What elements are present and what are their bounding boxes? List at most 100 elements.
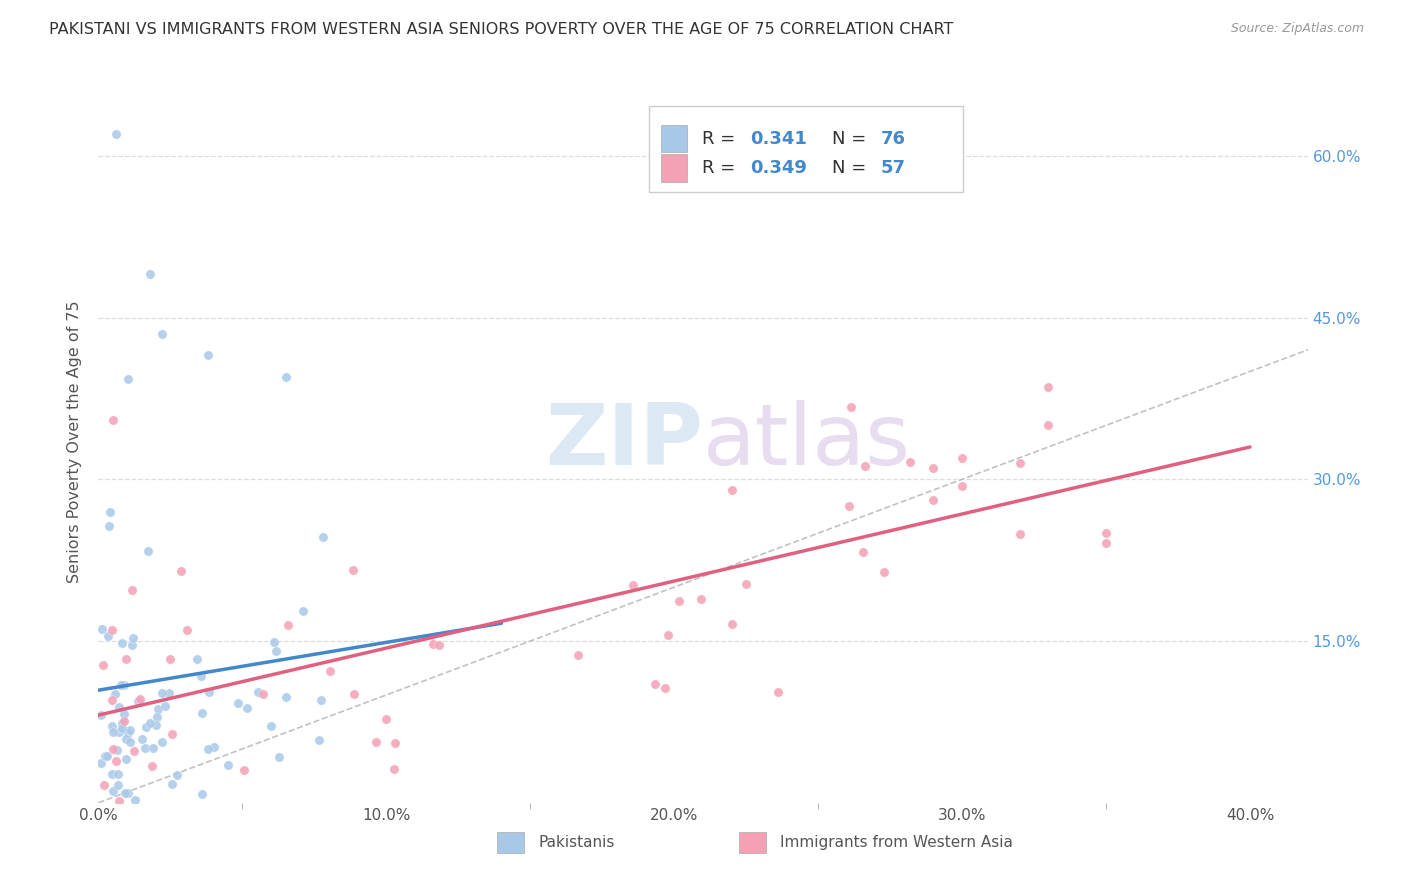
Point — [159, 652, 181, 666]
Point — [644, 677, 666, 691]
Text: Immigrants from Western Asia: Immigrants from Western Asia — [780, 835, 1014, 850]
Point — [101, 413, 124, 427]
Text: N =: N = — [832, 159, 872, 177]
Point — [657, 628, 679, 642]
Text: 0.341: 0.341 — [751, 129, 807, 147]
Point — [101, 742, 124, 756]
Bar — [498, 831, 524, 854]
Point — [90, 707, 112, 722]
Point — [366, 734, 388, 748]
Point — [97, 518, 120, 533]
Point — [308, 732, 330, 747]
Y-axis label: Seniors Poverty Over the Age of 75: Seniors Poverty Over the Age of 75 — [67, 301, 83, 582]
Point — [104, 127, 127, 141]
Point — [145, 717, 167, 731]
Point — [114, 751, 136, 765]
Point — [1038, 418, 1060, 433]
Point — [150, 326, 173, 341]
Point — [157, 686, 180, 700]
Point — [112, 714, 135, 729]
Point — [277, 617, 299, 632]
Point — [101, 784, 124, 798]
Point — [90, 623, 112, 637]
Point — [190, 668, 212, 682]
Text: R =: R = — [702, 129, 741, 147]
Point — [720, 483, 742, 497]
Point — [141, 759, 163, 773]
Point — [186, 652, 208, 666]
Point — [668, 594, 690, 608]
Point — [110, 678, 132, 692]
Point — [124, 793, 146, 807]
Point — [135, 721, 157, 735]
Point — [111, 715, 134, 730]
Point — [117, 372, 139, 386]
Point — [101, 719, 124, 733]
Point — [93, 748, 115, 763]
Point — [90, 756, 112, 771]
Point — [342, 563, 364, 577]
Point — [98, 505, 121, 519]
Point — [115, 732, 138, 747]
Text: R =: R = — [702, 159, 741, 177]
FancyBboxPatch shape — [648, 105, 963, 193]
Point — [91, 657, 114, 672]
Point — [134, 740, 156, 755]
Point — [120, 735, 142, 749]
Point — [264, 644, 287, 658]
Point — [100, 624, 122, 638]
Point — [120, 723, 142, 737]
Point — [101, 766, 124, 780]
Point — [621, 577, 644, 591]
Point — [318, 665, 340, 679]
Point — [129, 692, 152, 706]
Text: atlas: atlas — [703, 400, 911, 483]
Point — [176, 624, 198, 638]
Point — [162, 727, 184, 741]
Point — [191, 706, 214, 720]
Point — [260, 719, 283, 733]
Point — [873, 565, 896, 579]
Point — [104, 688, 127, 702]
Point — [121, 638, 143, 652]
Point — [105, 754, 128, 768]
Point — [274, 369, 297, 384]
Point — [166, 768, 188, 782]
Point — [252, 687, 274, 701]
Point — [108, 794, 131, 808]
Point — [198, 685, 221, 699]
Point — [107, 725, 129, 739]
Point — [197, 348, 219, 362]
Text: Source: ZipAtlas.com: Source: ZipAtlas.com — [1230, 22, 1364, 36]
Point — [233, 763, 256, 777]
Point — [1008, 456, 1031, 470]
Point — [169, 564, 191, 578]
Point — [374, 713, 396, 727]
Point — [922, 461, 945, 475]
Point — [101, 724, 124, 739]
Point — [1008, 527, 1031, 541]
Point — [110, 636, 132, 650]
Point — [766, 684, 789, 698]
Point — [690, 592, 713, 607]
Text: 76: 76 — [880, 129, 905, 147]
Point — [121, 631, 143, 645]
Point — [142, 741, 165, 756]
Point — [950, 450, 973, 465]
Point — [429, 638, 451, 652]
Point — [267, 749, 290, 764]
Point — [105, 743, 128, 757]
Point — [127, 694, 149, 708]
Point — [291, 604, 314, 618]
Bar — [740, 831, 766, 854]
Point — [422, 637, 444, 651]
Point — [101, 692, 124, 706]
Point — [312, 530, 335, 544]
Point — [654, 681, 676, 695]
Bar — [661, 125, 688, 153]
Text: N =: N = — [832, 129, 872, 147]
Point — [131, 731, 153, 746]
Point — [108, 700, 131, 714]
Point — [853, 458, 876, 473]
Text: 0.349: 0.349 — [751, 159, 807, 177]
